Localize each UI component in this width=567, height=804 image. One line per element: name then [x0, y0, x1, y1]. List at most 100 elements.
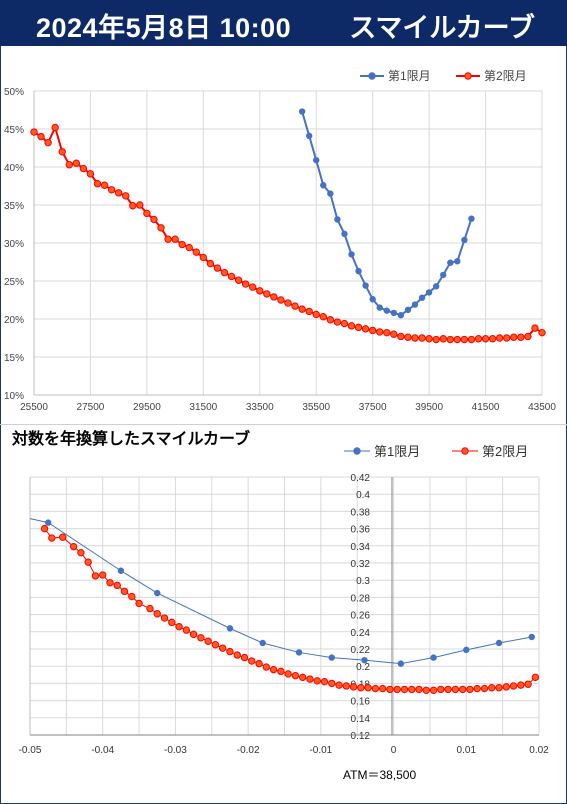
- chart2-series-line-1: [29, 518, 532, 665]
- chart2-point: [146, 604, 154, 613]
- chart1-point: [136, 201, 144, 209]
- chart1-point: [58, 148, 66, 156]
- chart2-point: [357, 684, 365, 692]
- chart1-x-tick-label: 43500: [528, 402, 556, 413]
- chart2-y-tick-label: 0.22: [351, 645, 371, 656]
- chart1-point: [348, 251, 355, 258]
- chart1-point: [171, 235, 179, 243]
- chart2-point: [320, 677, 329, 686]
- chart1-x-tick-label: 27500: [77, 402, 105, 413]
- chart1-point: [432, 283, 440, 290]
- chart1-point: [397, 332, 405, 341]
- chart1-y-tick-label: 40%: [4, 163, 24, 174]
- chart1-point: [361, 325, 370, 333]
- chart1-y-tick-label: 35%: [4, 201, 24, 212]
- chart2-y-tick-label: 0.26: [351, 611, 371, 622]
- chart2-point: [400, 685, 409, 694]
- chart1-point: [122, 192, 130, 200]
- chart2-y-tick-label: 0.34: [351, 542, 371, 553]
- chart1-point: [284, 299, 292, 307]
- chart1-point: [524, 332, 532, 341]
- chart1-point: [312, 310, 320, 319]
- chart1-point: [425, 335, 433, 343]
- chart1-point: [249, 283, 257, 291]
- chart2-point: [393, 685, 401, 694]
- chart2-point: [415, 685, 423, 694]
- chart1-point: [93, 180, 102, 188]
- chart1-point: [355, 267, 362, 275]
- chart1-point: [447, 259, 454, 266]
- chart1-point: [114, 189, 123, 197]
- chart2-point: [328, 654, 335, 661]
- chart1-point: [234, 276, 243, 284]
- chart1-point: [333, 318, 342, 326]
- chart1-point: [362, 282, 369, 289]
- chart1-point: [157, 224, 165, 232]
- chart2-y-tick-label: 0.4: [356, 490, 370, 501]
- chart1-point: [313, 156, 320, 164]
- chart1-point: [368, 326, 377, 335]
- chart2-x-tick-label: -0.02: [237, 745, 260, 756]
- chart1-point: [404, 333, 412, 341]
- chart1-point: [495, 334, 504, 342]
- chart2-y-tick-label: 0.32: [351, 559, 371, 570]
- chart2-point: [298, 673, 307, 682]
- chart2-point: [408, 685, 416, 694]
- chart2-point: [99, 571, 107, 579]
- legend-label: 第1限月: [388, 69, 431, 83]
- chart1-point: [305, 132, 313, 140]
- chart2-point: [197, 634, 205, 642]
- chart2-point: [386, 685, 394, 694]
- legend-label: 第2限月: [482, 444, 528, 459]
- chart1-point: [383, 307, 390, 314]
- chart1-point: [467, 335, 476, 344]
- chart1-point: [213, 264, 222, 272]
- chart2-x-tick-label: 0.01: [457, 745, 477, 756]
- chart1-point: [347, 322, 356, 330]
- chart1-y-tick-label: 10%: [4, 391, 24, 402]
- chart1-point: [334, 216, 341, 223]
- chart1-point: [65, 161, 73, 169]
- chart1-point: [107, 186, 116, 194]
- chart2-point: [429, 686, 438, 694]
- chart1-point: [376, 328, 384, 336]
- chart2-point: [349, 683, 358, 691]
- chart1-point: [517, 333, 525, 341]
- chart1-point: [143, 209, 151, 218]
- chart2-point: [59, 533, 67, 541]
- chart1-point: [411, 301, 419, 308]
- chart1-point: [418, 334, 426, 342]
- chart2-y-tick-label: 0.42: [351, 473, 371, 484]
- chart2-point: [517, 681, 525, 689]
- chart2-y-tick-label: 0.12: [351, 731, 371, 742]
- chart1-point: [404, 306, 412, 314]
- chart2-y-tick-label: 0.16: [351, 697, 371, 708]
- chart2-point: [295, 649, 303, 656]
- chart1-point: [538, 328, 546, 337]
- chart1-point: [383, 328, 391, 337]
- chart2-y-tick-label: 0.2: [356, 662, 370, 673]
- chart2-point: [211, 641, 220, 649]
- chart1-point: [503, 334, 511, 342]
- chart1-y-tick-label: 25%: [4, 277, 24, 288]
- chart1-x-tick-label: 29500: [133, 402, 161, 413]
- chart1-point: [411, 334, 419, 342]
- chart1-point: [327, 190, 334, 197]
- chart1-point: [100, 181, 109, 189]
- chart1-point: [340, 319, 349, 328]
- chart2-point: [91, 572, 100, 580]
- chart1-point: [178, 240, 186, 249]
- legend-label: 第1限月: [374, 444, 420, 459]
- chart1-point: [341, 230, 348, 238]
- chart2-point: [204, 637, 212, 645]
- chart1-point: [376, 304, 383, 311]
- chart1-point: [150, 215, 158, 224]
- chart2-point: [444, 685, 452, 694]
- chart2-title: 対数を年換算したスマイルカーブ: [11, 429, 250, 448]
- chart2-point: [473, 684, 481, 693]
- chart1-point: [319, 313, 327, 321]
- chart2-legend: 第1限月 第2限月: [344, 444, 528, 459]
- chart1-point: [474, 335, 483, 343]
- chart1-point: [439, 335, 447, 343]
